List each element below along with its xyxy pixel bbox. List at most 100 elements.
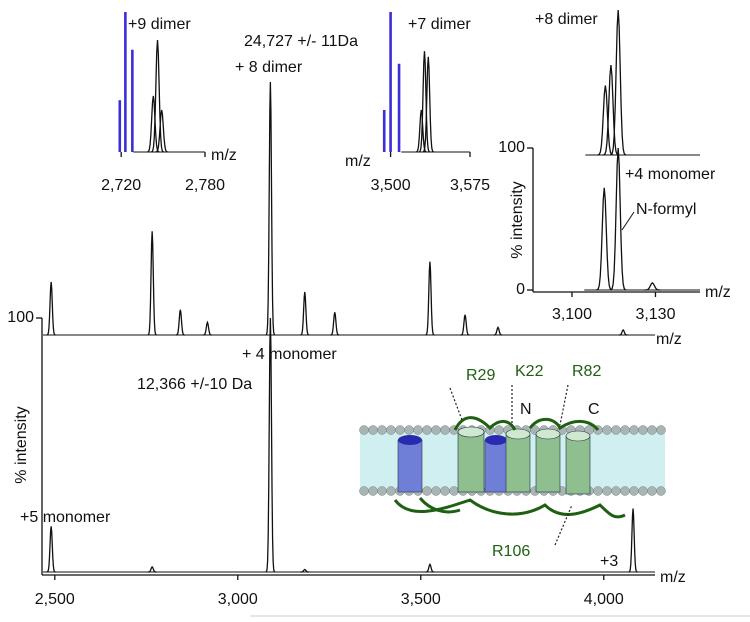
peak [493,326,503,336]
lipid [359,425,369,435]
peak [422,56,435,153]
structure-label: N [520,401,532,418]
x-axis-label: m/z [345,153,371,170]
peak [175,309,185,336]
annotation: + 8 dimer [235,59,303,76]
structure-label: R106 [492,543,530,560]
peak [597,85,614,156]
x-tick-label: 2,720 [101,177,141,194]
lipid [593,486,603,496]
lipid [449,486,459,496]
x-axis-label: m/z [211,147,237,164]
lipid [620,486,630,496]
lipid [404,425,414,435]
annotation: +7 dimer [408,16,471,33]
peak [265,317,276,573]
lipid [359,486,369,496]
lipid [368,425,378,435]
lipid [656,425,666,435]
annotation: +5 monomer [20,509,111,526]
x-tick-label: 3,100 [552,306,592,323]
peak [610,147,627,291]
peak [202,320,212,336]
lipid [431,425,441,435]
lipid [602,425,612,435]
x-tick-label: 3,500 [371,177,411,194]
lipid [440,486,450,496]
peak [155,109,169,153]
peak [300,291,310,336]
loops [393,416,626,519]
lipid [638,486,648,496]
peak [147,565,157,573]
annotation: +8 dimer [535,11,598,28]
lipid [422,486,432,496]
lipid [368,486,378,496]
annotation: N-formyl [636,201,696,218]
peak [596,187,613,291]
peak [644,282,661,291]
x-axis-label: m/z [660,569,686,586]
pointers [449,384,573,546]
peak [330,312,340,336]
lipid [611,425,621,435]
structure-label: R29 [466,367,495,384]
x-tick-label: 3,000 [218,591,258,608]
pointer [621,211,635,231]
y-tick-label: 100 [498,139,525,156]
annotation: 24,727 +/- 11Da [244,33,358,50]
lipid [494,425,504,435]
peak [147,231,157,336]
y-axis-label: % intensity [509,181,526,258]
x-tick-label: 4,000 [584,591,624,608]
lipid [647,425,657,435]
annotation: +9 dimer [128,16,191,33]
lipid [620,425,630,435]
peak [425,261,435,336]
peak [610,9,627,156]
x-tick-label: 3,500 [401,591,441,608]
peak [300,568,310,573]
annotation: +4 monomer [625,166,716,183]
lipid [386,425,396,435]
lipid [629,486,639,496]
lipid [602,486,612,496]
peak [46,281,56,336]
annotation: 12,366 +/-10 Da [137,376,252,393]
peak [628,508,638,573]
structure-label: R82 [572,363,601,380]
lipid [611,486,621,496]
helices [397,426,591,495]
peak [618,328,628,336]
annotation: + 4 monomer [242,346,337,363]
lipid [386,486,396,496]
x-tick-label: 2,780 [185,177,225,194]
y-tick-label: 100 [7,309,34,326]
peak [46,526,56,573]
x-tick-label: 3,575 [450,177,490,194]
peak [460,314,470,336]
x-axis-label: m/z [656,331,682,348]
lipid [431,486,441,496]
lipid [377,486,387,496]
lipid [638,425,648,435]
lipid [377,425,387,435]
x-axis-label: m/z [705,284,731,301]
annotation: +3 [600,553,618,570]
structure-label: K22 [515,363,544,380]
x-tick-label: 2,500 [35,591,75,608]
structure-label: C [588,401,600,418]
lipid [413,425,423,435]
peak [265,81,276,336]
x-tick-label: 3,130 [635,306,675,323]
y-axis-label: % intensity [13,406,30,483]
lipid [629,425,639,435]
peak [425,563,435,573]
lipid [395,425,405,435]
y-tick-label: 0 [516,281,525,298]
protein-diagram [359,384,666,546]
lipid [440,425,450,435]
peak [415,109,427,153]
